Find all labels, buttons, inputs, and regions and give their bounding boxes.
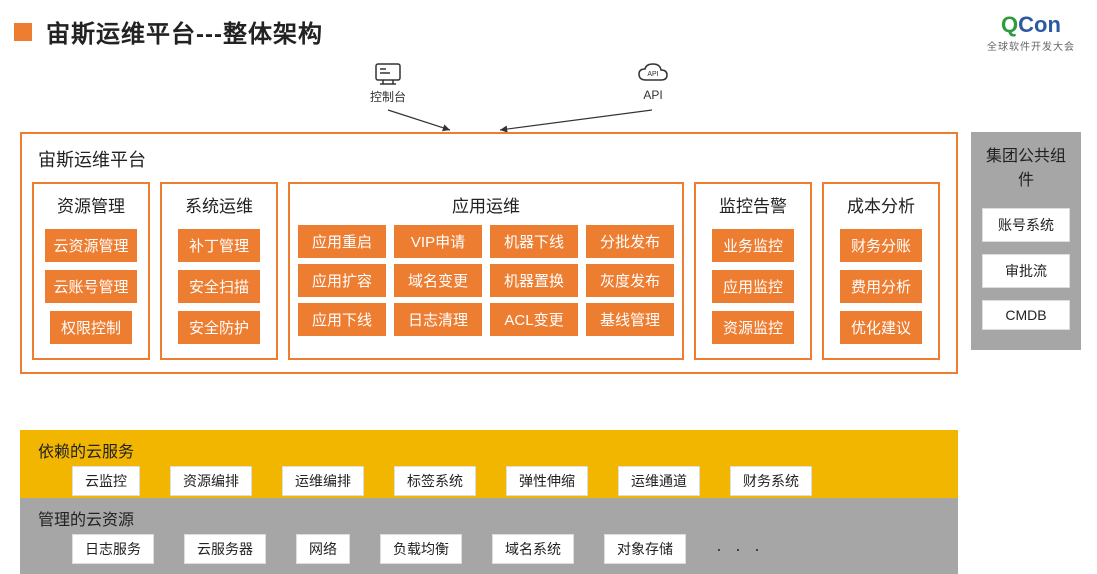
band-chip: 运维通道 (618, 466, 700, 496)
page-title: 宙斯运维平台---整体架构 (46, 14, 323, 49)
band-chip: 负载均衡 (380, 534, 462, 564)
band-chip: 域名系统 (492, 534, 574, 564)
chip: 应用扩容 (298, 264, 386, 297)
cloud-resources-band: 管理的云资源 日志服务 云服务器 网络 负载均衡 域名系统 对象存储 · · · (20, 498, 958, 574)
chip: 安全防护 (178, 311, 260, 344)
band-chip: 财务系统 (730, 466, 812, 496)
ellipsis: · · · (716, 539, 764, 560)
side-title: 集团公共组件 (979, 142, 1073, 190)
chip: 日志清理 (394, 303, 482, 336)
chip: 机器下线 (490, 225, 578, 258)
column-app-ops: 应用运维 应用重启 VIP申请 机器下线 分批发布 应用扩容 域名变更 机器置换… (288, 182, 684, 360)
chip: 基线管理 (586, 303, 674, 336)
chip: 灰度发布 (586, 264, 674, 297)
band-chip: 网络 (296, 534, 350, 564)
band-chip: 云服务器 (184, 534, 266, 564)
column-title: 系统运维 (185, 192, 253, 217)
chip: 费用分析 (840, 270, 922, 303)
api-icon: API (636, 62, 670, 86)
chip: ACL变更 (490, 303, 578, 336)
band-chip: 日志服务 (72, 534, 154, 564)
column-title: 监控告警 (719, 192, 787, 217)
column-cost-analysis: 成本分析 财务分账 费用分析 优化建议 (822, 182, 940, 360)
chip: 应用下线 (298, 303, 386, 336)
logo-q: Q (1001, 12, 1018, 37)
chip: 财务分账 (840, 229, 922, 262)
chip: 机器置换 (490, 264, 578, 297)
app-ops-grid: 应用重启 VIP申请 机器下线 分批发布 应用扩容 域名变更 机器置换 灰度发布… (298, 225, 674, 336)
column-title: 资源管理 (57, 192, 125, 217)
side-chip: CMDB (982, 300, 1070, 330)
chip: 资源监控 (712, 311, 794, 344)
chip: 安全扫描 (178, 270, 260, 303)
top-entry-icons: 控制台 API API (370, 62, 670, 105)
column-title: 成本分析 (847, 192, 915, 217)
logo-con: Con (1018, 12, 1061, 37)
chip: 业务监控 (712, 229, 794, 262)
chip: 补丁管理 (178, 229, 260, 262)
svg-text:API: API (647, 71, 658, 78)
logo-text: QCon (987, 12, 1075, 38)
band-title: 管理的云资源 (38, 506, 946, 530)
column-monitor-alert: 监控告警 业务监控 应用监控 资源监控 (694, 182, 812, 360)
band-items: 云监控 资源编排 运维编排 标签系统 弹性伸缩 运维通道 财务系统 (32, 466, 946, 496)
console-entry: 控制台 (370, 62, 406, 105)
chip: 云资源管理 (45, 229, 136, 262)
band-chip: 运维编排 (282, 466, 364, 496)
logo-subtitle: 全球软件开发大会 (987, 38, 1075, 53)
chip: 分批发布 (586, 225, 674, 258)
console-label: 控制台 (370, 88, 406, 105)
cloud-services-band: 依赖的云服务 云监控 资源编排 运维编排 标签系统 弹性伸缩 运维通道 财务系统 (20, 430, 958, 506)
header-accent-square (14, 23, 32, 41)
band-chip: 资源编排 (170, 466, 252, 496)
band-title: 依赖的云服务 (38, 438, 946, 462)
slide-header: 宙斯运维平台---整体架构 (0, 0, 1097, 49)
column-system-ops: 系统运维 补丁管理 安全扫描 安全防护 (160, 182, 278, 360)
side-chip: 账号系统 (982, 208, 1070, 242)
api-label: API (636, 88, 670, 102)
chip: 应用监控 (712, 270, 794, 303)
chip: 应用重启 (298, 225, 386, 258)
band-chip: 标签系统 (394, 466, 476, 496)
chip: 域名变更 (394, 264, 482, 297)
chip: 权限控制 (50, 311, 132, 344)
api-entry: API API (636, 62, 670, 105)
band-chip: 云监控 (72, 466, 140, 496)
chip: VIP申请 (394, 225, 482, 258)
platform-columns: 资源管理 云资源管理 云账号管理 权限控制 系统运维 补丁管理 安全扫描 安全防… (32, 182, 946, 360)
column-title: 应用运维 (452, 192, 520, 217)
chip: 云账号管理 (45, 270, 136, 303)
console-icon (373, 62, 403, 86)
chip: 优化建议 (840, 311, 922, 344)
band-items: 日志服务 云服务器 网络 负载均衡 域名系统 对象存储 · · · (32, 534, 946, 564)
column-resource-mgmt: 资源管理 云资源管理 云账号管理 权限控制 (32, 182, 150, 360)
platform-container: 宙斯运维平台 资源管理 云资源管理 云账号管理 权限控制 系统运维 补丁管理 安… (20, 132, 958, 374)
band-chip: 弹性伸缩 (506, 466, 588, 496)
qcon-logo: QCon 全球软件开发大会 (987, 12, 1075, 53)
platform-title: 宙斯运维平台 (38, 146, 946, 172)
band-chip: 对象存储 (604, 534, 686, 564)
side-chip: 审批流 (982, 254, 1070, 288)
group-shared-components: 集团公共组件 账号系统 审批流 CMDB (971, 132, 1081, 350)
